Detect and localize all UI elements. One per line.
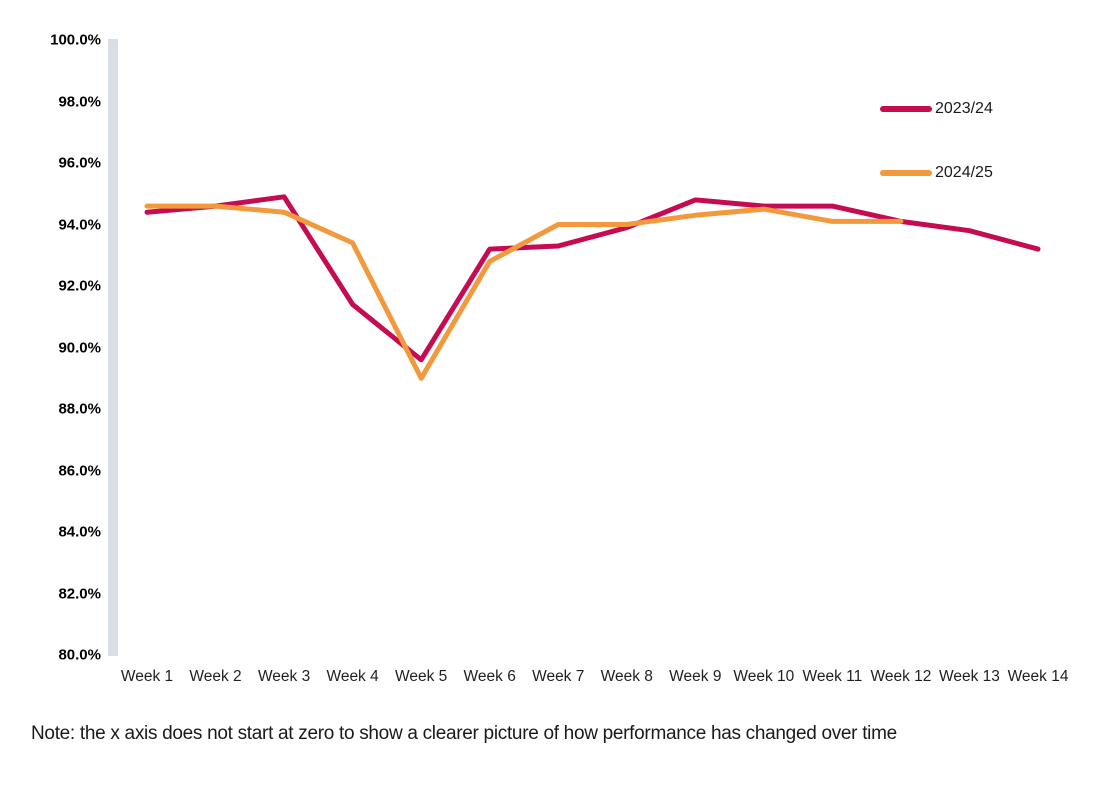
x-axis-tick-label: Week 10 [733, 668, 795, 685]
legend-item-2023-24: 2023/24 [880, 100, 993, 118]
y-axis-tick-label: 80.0% [58, 646, 101, 664]
legend-label-2023-24: 2023/24 [935, 100, 993, 117]
x-axis-tick-label: Week 5 [395, 668, 448, 685]
y-axis-tick-label: 100.0% [50, 31, 101, 49]
x-axis-tick-label: Week 13 [939, 668, 1000, 685]
series-line-2024-25 [144, 203, 904, 381]
x-axis-tick-label: Week 8 [600, 668, 653, 685]
legend-swatch-2023-24 [880, 106, 932, 112]
y-axis-tick-label: 90.0% [58, 339, 101, 356]
x-axis-tick-label: Week 4 [326, 668, 379, 685]
x-axis-tick-label: Week 6 [463, 668, 516, 685]
y-axis-tick-label: 96.0% [58, 154, 101, 172]
y-axis-tick-label: 84.0% [58, 523, 101, 541]
y-axis-tick-label: 92.0% [58, 277, 101, 295]
y-axis-tick-label: 94.0% [58, 216, 101, 233]
x-axis-tick-label: Week 2 [189, 668, 242, 685]
legend-label-2024-25: 2024/25 [935, 164, 993, 181]
y-axis-tick-label: 98.0% [58, 93, 101, 110]
x-axis-tick-label: Week 1 [120, 668, 174, 685]
y-axis-tick-label: 82.0% [58, 585, 101, 602]
x-axis-tick-label: Week 11 [802, 668, 863, 685]
x-axis-tick-label: Week 12 [870, 668, 932, 685]
x-axis-tick-label: Week 7 [532, 668, 585, 685]
x-axis-tick-label: Week 9 [669, 668, 722, 685]
footnote: Note: the x axis does not start at zero … [31, 723, 897, 744]
legend-swatch-2024-25 [880, 170, 932, 176]
series-line-2023-24 [144, 194, 1041, 363]
line-chart [108, 39, 1041, 656]
y-axis-tick-label: 88.0% [58, 400, 101, 418]
y-axis-tick-label: 86.0% [58, 462, 101, 479]
x-axis-tick-label: Week 3 [257, 668, 311, 685]
x-axis-tick-label: Week 14 [1007, 668, 1069, 685]
y-axis-bar [108, 39, 118, 656]
legend-item-2024-25: 2024/25 [880, 164, 993, 182]
